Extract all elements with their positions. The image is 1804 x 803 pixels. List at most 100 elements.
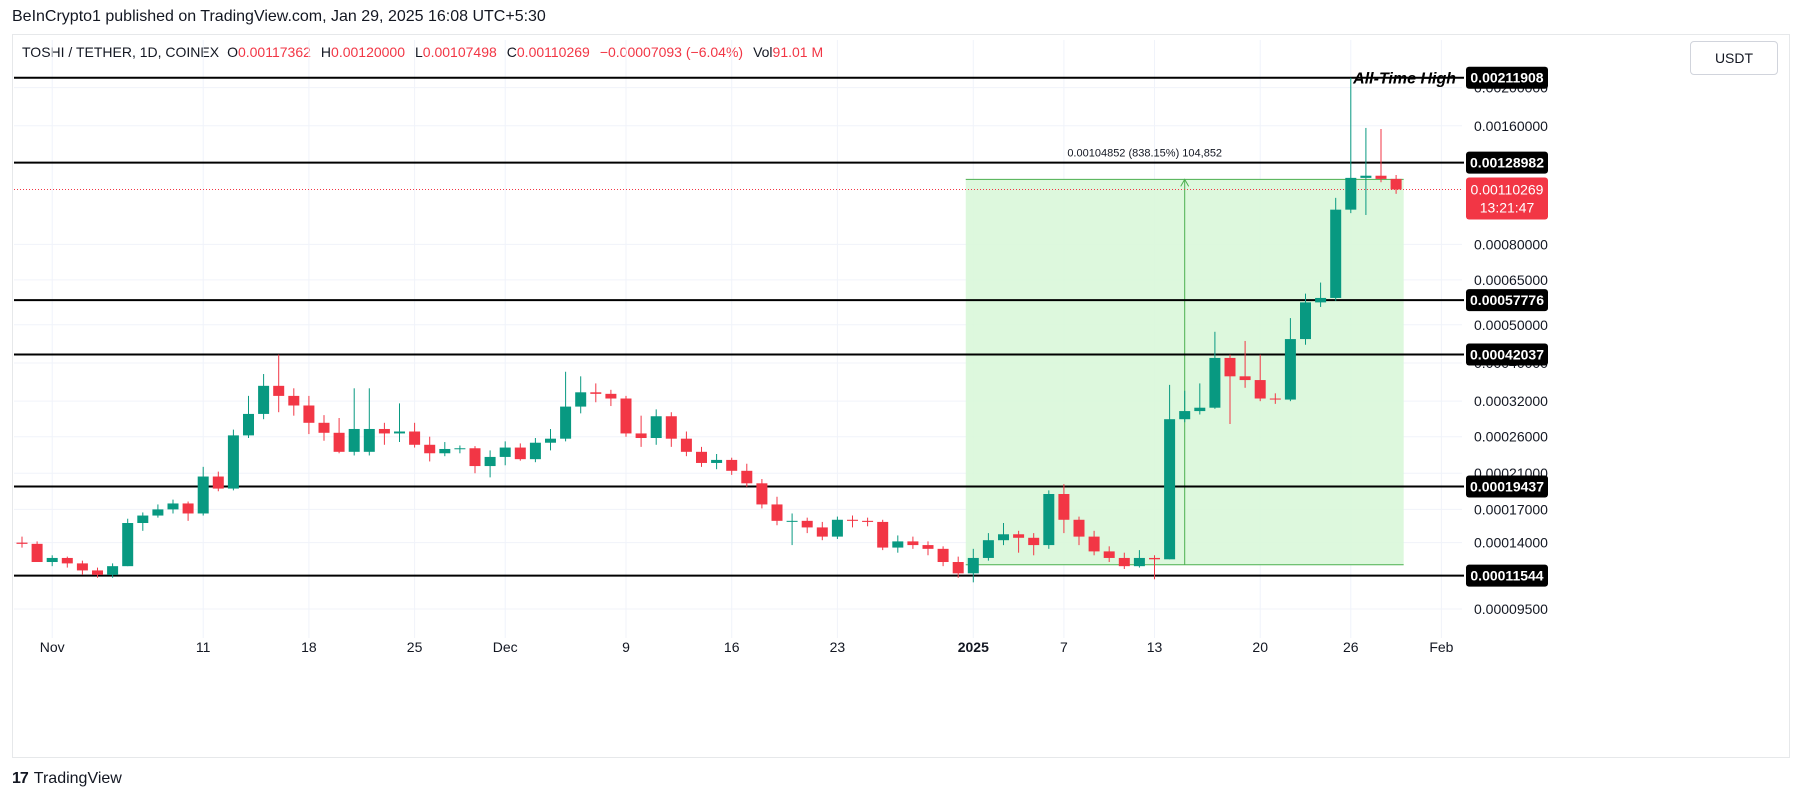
candle-body [1254, 380, 1266, 399]
tradingview-brand: TradingView [33, 770, 122, 787]
candle [1375, 129, 1387, 183]
candle-body [409, 431, 421, 445]
candle-body [982, 540, 994, 558]
candle-body [665, 416, 677, 439]
ath-annotation: All-Time High [1352, 71, 1456, 88]
candle-body [514, 447, 526, 460]
candle [258, 374, 270, 420]
tradingview-footer[interactable]: 17 TradingView [12, 770, 122, 788]
candle-body [1269, 398, 1281, 400]
current-price-badge [1466, 177, 1548, 220]
candle-body [771, 504, 783, 521]
candle-body [1118, 557, 1130, 567]
candle-body [333, 432, 345, 452]
candle [1360, 127, 1372, 215]
candle [847, 515, 858, 528]
candle [394, 403, 405, 443]
candle-body [182, 503, 194, 514]
candle [982, 533, 994, 561]
candle [212, 471, 224, 492]
symbol-label[interactable]: TOSHI / TETHER, 1D, COINEX [22, 44, 220, 60]
candle [107, 563, 119, 578]
candle-body [1194, 407, 1206, 412]
candle [1239, 340, 1251, 388]
candle [756, 479, 768, 509]
candle-body [16, 542, 28, 544]
candle-body [1149, 557, 1160, 560]
tradingview-logo-icon: 17 [12, 770, 29, 787]
x-tick-label: 26 [1343, 639, 1359, 655]
candle [1164, 384, 1176, 560]
candle [122, 518, 134, 567]
currency-button[interactable]: USDT [1690, 41, 1778, 75]
candle [1133, 550, 1145, 568]
candle [1224, 354, 1236, 425]
candle-body [1164, 419, 1176, 560]
open-label: O [227, 44, 238, 60]
candle [1194, 383, 1206, 415]
candle-body [258, 385, 270, 414]
candle [1390, 175, 1402, 194]
candle-body [545, 438, 556, 443]
candle [378, 422, 390, 445]
candle-body [1315, 297, 1327, 303]
candle [197, 466, 209, 516]
candle [696, 446, 707, 467]
candle-body [1088, 536, 1100, 552]
candle-body [454, 448, 466, 450]
candle [439, 442, 451, 457]
candle [167, 499, 179, 514]
candle [273, 354, 285, 413]
candle-body [76, 563, 88, 571]
candle [1269, 393, 1281, 404]
candle-body [46, 557, 58, 563]
candle-body [1058, 494, 1070, 520]
level-badge [1466, 343, 1548, 366]
candle [816, 521, 828, 541]
x-tick-label: 13 [1147, 639, 1163, 655]
candle-body [499, 447, 511, 457]
level-badge-label: 0.00019437 [1470, 478, 1544, 494]
x-tick-label: Dec [493, 639, 518, 655]
candle-body [303, 405, 315, 423]
candle-body [831, 519, 843, 537]
candle [862, 517, 874, 527]
x-tick-label: 23 [830, 639, 846, 655]
level-badge-label: 0.00057776 [1470, 292, 1544, 308]
candle-body [273, 385, 285, 396]
candle [922, 541, 934, 556]
candle [650, 409, 662, 445]
y-tick-label: 0.00160000 [1474, 118, 1548, 134]
candle-body [922, 545, 934, 549]
current-price-label: 0.00110269 [1471, 181, 1544, 197]
candle [137, 512, 149, 531]
level-badge [1466, 475, 1548, 498]
candle-body [560, 406, 572, 439]
level-badge [1466, 66, 1548, 89]
candle-body [1390, 178, 1402, 190]
level-badge-label: 0.00011544 [1470, 568, 1543, 584]
candle [409, 422, 421, 448]
candle [680, 431, 692, 457]
candle [76, 560, 88, 575]
candle-body [424, 444, 436, 454]
candle-body [711, 459, 723, 463]
candle-body [1330, 209, 1342, 298]
candle [786, 513, 798, 546]
low-value: 0.00107498 [422, 44, 497, 60]
y-tick-label: 0.00017000 [1474, 501, 1548, 517]
candle [454, 445, 466, 454]
ohlc-legend: TOSHI / TETHER, 1D, COINEX O0.00117362 H0.… [22, 44, 833, 60]
level-badge-label: 0.00211908 [1470, 70, 1543, 86]
candle [1028, 533, 1040, 556]
y-tick-label: 0.00009500 [1474, 601, 1548, 617]
candle-body [288, 395, 300, 406]
x-tick-label: 2025 [958, 639, 989, 655]
y-tick-label: 0.00065000 [1474, 272, 1548, 288]
candle-body [1043, 494, 1055, 546]
candle-body [967, 557, 979, 574]
level-badge [1466, 564, 1548, 587]
candle-body [107, 566, 119, 575]
candle [288, 388, 300, 416]
